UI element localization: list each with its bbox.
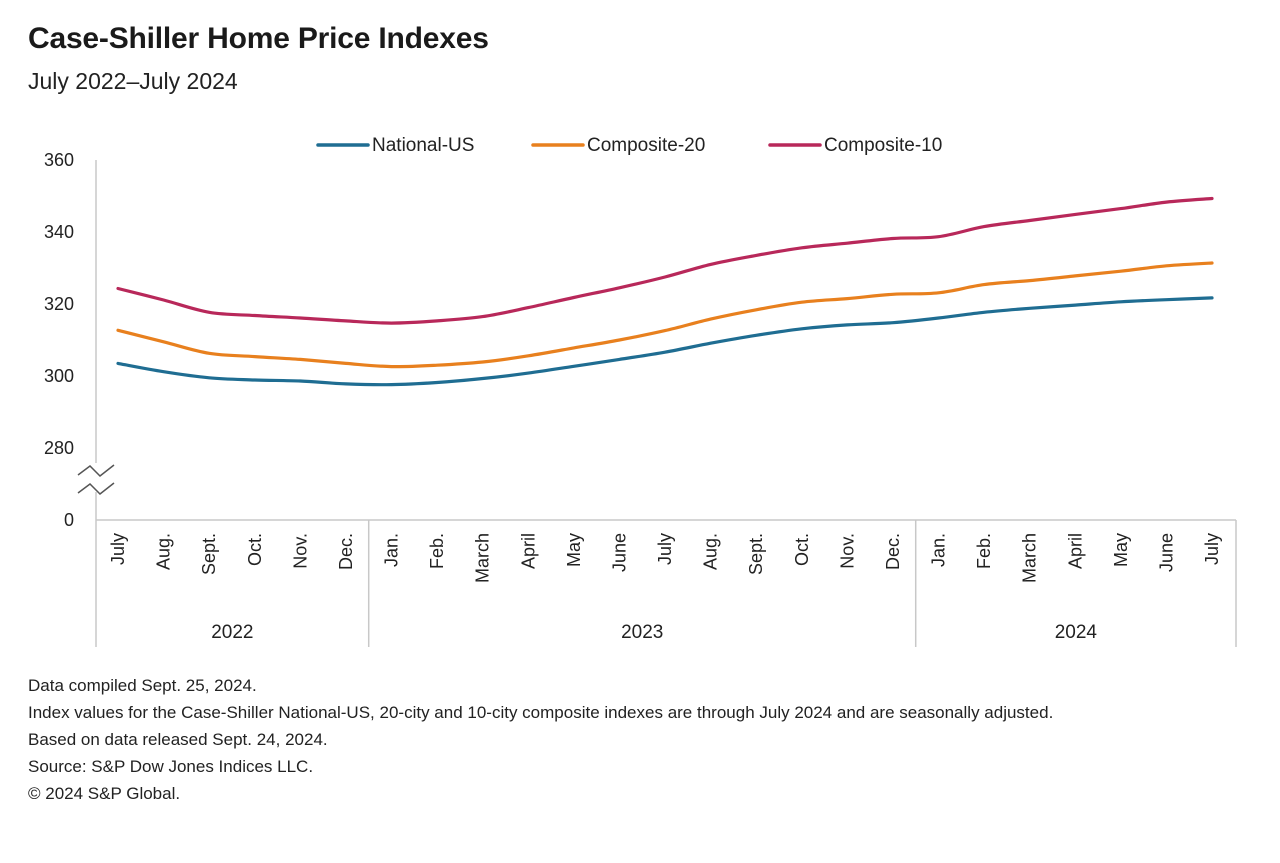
axis-break-mark bbox=[77, 464, 115, 478]
x-tick-label: May bbox=[564, 533, 584, 567]
note-copyright: © 2024 S&P Global. bbox=[28, 784, 181, 803]
chart-subtitle: July 2022–July 2024 bbox=[28, 68, 238, 94]
x-tick-label: April bbox=[1065, 533, 1085, 569]
x-tick-label: Nov. bbox=[837, 533, 857, 569]
chart-notes: Data compiled Sept. 25, 2024. Index valu… bbox=[28, 674, 1248, 809]
x-tick-label: March bbox=[473, 533, 493, 583]
x-tick-label: July bbox=[655, 533, 675, 565]
year-label: 2022 bbox=[211, 622, 253, 643]
y-tick-label: 320 bbox=[44, 294, 74, 314]
y-tick-label: 340 bbox=[44, 222, 74, 242]
x-tick-label: Oct. bbox=[245, 533, 265, 566]
year-label: 2023 bbox=[621, 622, 663, 643]
x-tick-label: March bbox=[1020, 533, 1040, 583]
legend-label-national-us: National-US bbox=[372, 135, 474, 156]
x-tick-label: Dec. bbox=[883, 533, 903, 570]
x-tick-label: June bbox=[609, 533, 629, 572]
year-label: 2024 bbox=[1055, 622, 1098, 643]
x-tick-label: Sept. bbox=[199, 533, 219, 575]
x-tick-label: April bbox=[518, 533, 538, 569]
x-tick-label: Oct. bbox=[792, 533, 812, 566]
note-description: Index values for the Case-Shiller Nation… bbox=[28, 703, 1054, 722]
series-line-national-us bbox=[116, 296, 1214, 387]
x-tick-label: Nov. bbox=[290, 533, 310, 569]
line-chart: 0 280 300 320 340 360 July Aug. Sept. Oct. Nov. Dec… bbox=[44, 135, 1237, 647]
legend-label-composite-20: Composite-20 bbox=[587, 135, 705, 156]
legend-label-composite-10: Composite-10 bbox=[824, 135, 942, 156]
x-tick-label: July bbox=[1202, 533, 1222, 565]
y-tick-label: 300 bbox=[44, 366, 74, 386]
x-tick-label: Jan. bbox=[382, 533, 402, 567]
note-released: Based on data released Sept. 24, 2024. bbox=[28, 730, 328, 749]
axis-break-mark bbox=[77, 482, 115, 496]
x-tick-label: Sept. bbox=[746, 533, 766, 575]
x-tick-label: Dec. bbox=[336, 533, 356, 570]
x-tick-label: Feb. bbox=[974, 533, 994, 569]
y-tick-label: 280 bbox=[44, 438, 74, 458]
y-tick-label: 360 bbox=[44, 150, 74, 170]
note-source: Source: S&P Dow Jones Indices LLC. bbox=[28, 757, 314, 776]
y-tick-label: 0 bbox=[64, 510, 74, 530]
x-tick-label: July bbox=[108, 533, 128, 565]
x-tick-label: May bbox=[1111, 533, 1131, 567]
note-compiled: Data compiled Sept. 25, 2024. bbox=[28, 676, 257, 695]
x-tick-label: Feb. bbox=[427, 533, 447, 569]
series-line-composite-10 bbox=[116, 196, 1214, 325]
x-tick-label: Aug. bbox=[701, 533, 721, 570]
x-tick-label: June bbox=[1156, 533, 1176, 572]
x-tick-label: Jan. bbox=[929, 533, 949, 567]
chart-title: Case-Shiller Home Price Indexes bbox=[28, 22, 489, 55]
series-line-composite-20 bbox=[116, 261, 1214, 369]
x-tick-label: Aug. bbox=[154, 533, 174, 570]
